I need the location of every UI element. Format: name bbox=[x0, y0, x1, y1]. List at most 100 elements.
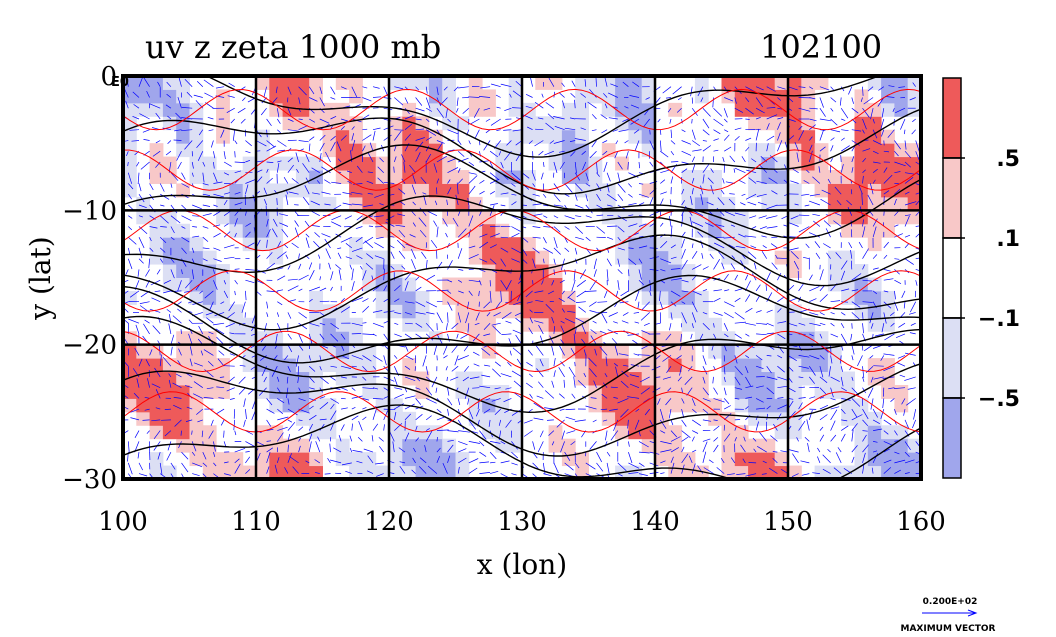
wind-vector bbox=[196, 80, 204, 87]
field-cell bbox=[761, 371, 776, 386]
field-cell bbox=[123, 89, 137, 104]
wind-vector bbox=[245, 159, 251, 163]
field-cell bbox=[881, 102, 895, 117]
wind-vector bbox=[900, 118, 906, 130]
wind-vector bbox=[893, 387, 906, 389]
field-cell bbox=[309, 76, 323, 90]
wind-vector bbox=[479, 451, 487, 457]
field-cell bbox=[468, 223, 483, 238]
wind-vector bbox=[819, 294, 828, 302]
wind-vector bbox=[723, 118, 728, 123]
wind-vector bbox=[724, 97, 734, 102]
field-cell bbox=[881, 196, 895, 211]
wind-vector bbox=[170, 462, 176, 470]
wind-vector bbox=[591, 140, 597, 148]
field-cell bbox=[801, 331, 816, 346]
wind-vector bbox=[681, 301, 686, 305]
wind-vector bbox=[713, 444, 719, 453]
wind-vector bbox=[670, 268, 681, 270]
wind-vector bbox=[456, 182, 459, 195]
wind-vector bbox=[234, 279, 238, 285]
wind-vector bbox=[170, 183, 173, 188]
field-cell bbox=[734, 76, 749, 90]
wind-vector bbox=[308, 298, 313, 302]
wind-vector bbox=[234, 140, 238, 145]
wind-vector bbox=[436, 226, 439, 238]
wind-vector bbox=[721, 262, 725, 270]
wind-vector bbox=[533, 417, 544, 421]
wind-vector bbox=[692, 290, 702, 296]
wind-vector bbox=[287, 453, 292, 464]
wind-vector bbox=[617, 280, 620, 290]
wind-vector bbox=[822, 468, 831, 474]
wind-vector bbox=[691, 312, 697, 323]
field-cell bbox=[202, 170, 217, 184]
wind-vector bbox=[330, 271, 334, 281]
wind-vector bbox=[393, 156, 397, 163]
wind-vector bbox=[193, 94, 203, 98]
wind-vector bbox=[362, 322, 367, 324]
wind-vector bbox=[203, 349, 214, 356]
field-cell bbox=[854, 452, 869, 467]
wind-vector bbox=[213, 211, 221, 216]
wind-vector bbox=[539, 335, 544, 345]
field-cell bbox=[189, 264, 204, 278]
wind-vector bbox=[525, 382, 533, 388]
wind-vector bbox=[819, 118, 832, 122]
wind-vector bbox=[447, 118, 452, 123]
wind-vector bbox=[213, 224, 221, 227]
wind-vector bbox=[660, 169, 669, 174]
wind-vector bbox=[543, 247, 554, 254]
wind-vector bbox=[412, 201, 416, 206]
wind-vector bbox=[245, 409, 247, 420]
wind-vector bbox=[489, 233, 500, 238]
wind-vector bbox=[217, 358, 225, 367]
wind-vector bbox=[144, 319, 150, 324]
wind-vector bbox=[346, 170, 352, 174]
wind-vector bbox=[163, 290, 171, 294]
wind-vector bbox=[511, 232, 520, 238]
wind-vector bbox=[691, 301, 698, 313]
wind-vector bbox=[681, 214, 684, 227]
wind-vector bbox=[766, 387, 775, 395]
wind-vector bbox=[475, 312, 480, 321]
wind-vector bbox=[734, 107, 744, 113]
field-cell bbox=[402, 156, 417, 171]
field-cell bbox=[123, 398, 137, 413]
wind-vector bbox=[468, 441, 480, 444]
wind-vector bbox=[498, 419, 502, 426]
wind-vector bbox=[819, 97, 824, 108]
wind-vector bbox=[404, 432, 410, 442]
wind-vector bbox=[861, 193, 863, 206]
wind-vector bbox=[266, 398, 273, 406]
wind-vector bbox=[521, 113, 533, 120]
wind-vector bbox=[276, 457, 280, 464]
wind-vector bbox=[670, 430, 678, 438]
wind-vector bbox=[319, 287, 327, 292]
wind-vector bbox=[633, 312, 640, 314]
field-cell bbox=[827, 371, 842, 386]
wind-vector bbox=[351, 355, 363, 360]
wind-vector bbox=[823, 243, 831, 249]
wind-vector bbox=[628, 441, 630, 447]
wind-vector bbox=[875, 333, 884, 337]
field-cell bbox=[428, 76, 443, 90]
wind-vector bbox=[606, 183, 610, 193]
field-cell bbox=[402, 465, 417, 479]
wind-vector bbox=[777, 97, 782, 101]
field-cell bbox=[535, 264, 550, 278]
field-cell bbox=[389, 76, 403, 90]
wind-vector bbox=[170, 269, 175, 279]
wind-vector bbox=[511, 183, 516, 187]
wind-vector bbox=[394, 333, 402, 338]
wind-vector bbox=[330, 459, 342, 464]
wind-vector bbox=[702, 322, 710, 331]
wind-vector bbox=[414, 366, 416, 371]
field-cell bbox=[655, 237, 669, 252]
wind-vector bbox=[851, 167, 854, 173]
wind-vector bbox=[126, 151, 129, 157]
wind-vector bbox=[213, 322, 225, 326]
wind-vector bbox=[532, 183, 536, 187]
field-cell bbox=[216, 89, 230, 104]
field-cell bbox=[349, 196, 363, 211]
